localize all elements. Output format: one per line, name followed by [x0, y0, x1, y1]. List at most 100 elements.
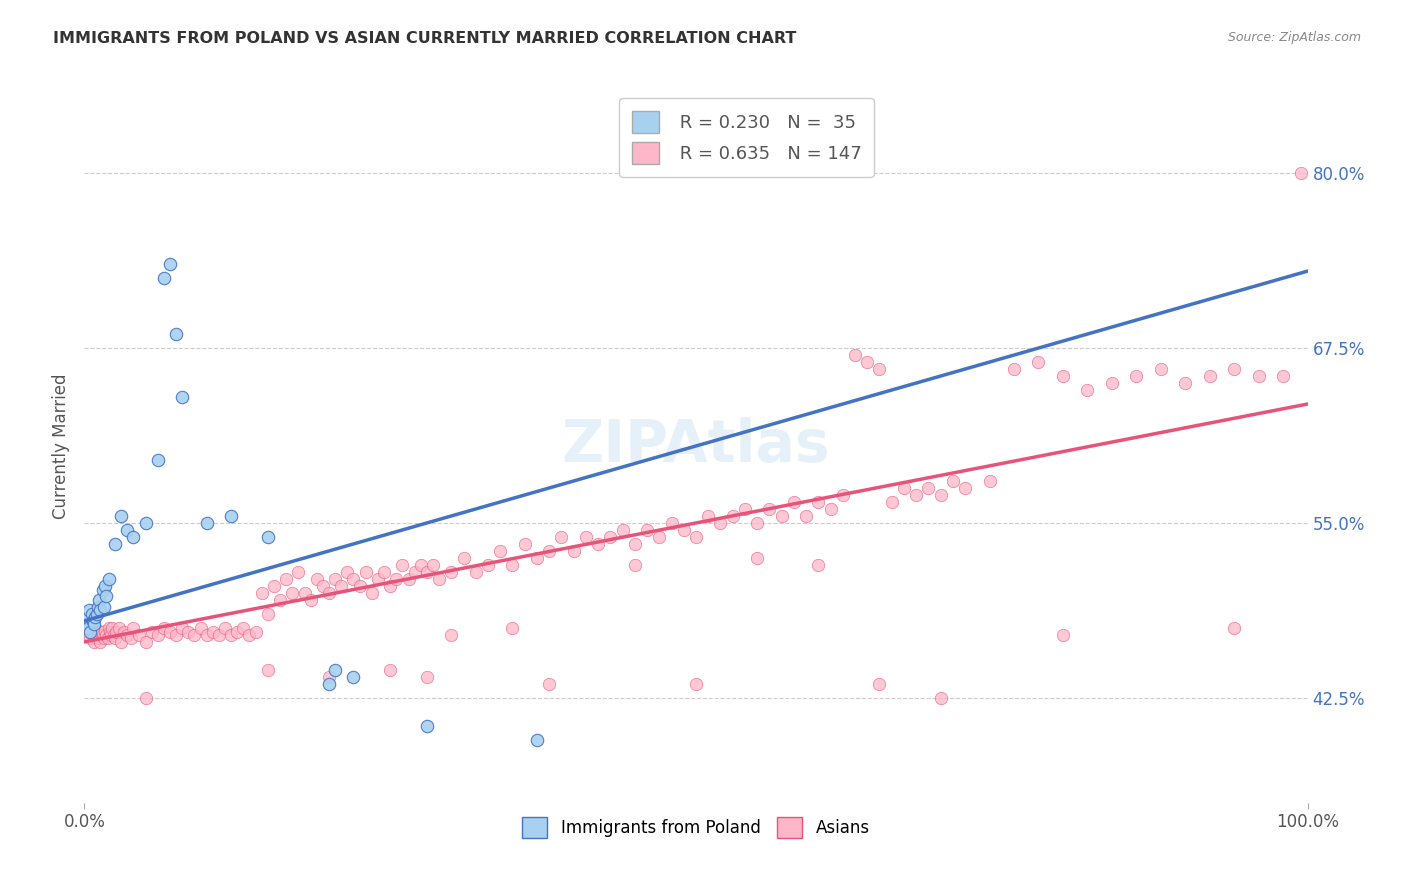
Point [624, 558, 647, 572]
Point [323, 572, 346, 586]
Point [794, 508, 817, 523]
Point [135, 690, 157, 705]
Point [360, 586, 382, 600]
Point [135, 516, 157, 530]
Point [86, 631, 108, 645]
Point [416, 670, 439, 684]
Legend: Immigrants from Poland, Asians: Immigrants from Poland, Asians [516, 811, 876, 845]
Point [86, 607, 108, 621]
Point [120, 631, 142, 645]
Point [172, 390, 194, 404]
Point [96, 589, 118, 603]
Point [1101, 376, 1123, 390]
Point [112, 625, 135, 640]
Point [79, 631, 101, 645]
Point [110, 635, 132, 649]
Point [177, 625, 200, 640]
Point [101, 621, 124, 635]
Point [1052, 369, 1074, 384]
Point [721, 508, 744, 523]
Point [93, 631, 115, 645]
Y-axis label: Currently Married: Currently Married [52, 373, 70, 519]
Point [245, 625, 267, 640]
Point [305, 572, 328, 586]
Point [87, 624, 110, 638]
Point [672, 523, 695, 537]
Point [917, 481, 939, 495]
Point [734, 502, 756, 516]
Point [91, 583, 114, 598]
Point [1272, 369, 1295, 384]
Point [294, 586, 316, 600]
Point [97, 572, 120, 586]
Point [257, 530, 280, 544]
Point [257, 663, 280, 677]
Point [195, 516, 218, 530]
Point [83, 616, 105, 631]
Point [477, 558, 499, 572]
Point [153, 621, 176, 635]
Point [76, 611, 98, 625]
Point [165, 628, 187, 642]
Point [599, 530, 621, 544]
Point [747, 516, 769, 530]
Point [159, 625, 181, 640]
Point [94, 579, 117, 593]
Point [93, 599, 115, 614]
Point [214, 621, 236, 635]
Point [807, 558, 830, 572]
Point [747, 550, 769, 565]
Point [844, 348, 866, 362]
Point [128, 628, 150, 642]
Point [77, 603, 100, 617]
Point [1174, 376, 1197, 390]
Point [648, 530, 671, 544]
Point [831, 488, 853, 502]
Point [929, 690, 952, 705]
Point [195, 628, 218, 642]
Point [115, 523, 138, 537]
Point [219, 508, 242, 523]
Point [893, 481, 915, 495]
Point [84, 621, 107, 635]
Point [76, 628, 98, 642]
Point [80, 607, 103, 621]
Point [562, 544, 585, 558]
Point [318, 670, 340, 684]
Point [82, 628, 104, 642]
Point [1198, 369, 1220, 384]
Point [1247, 369, 1270, 384]
Point [89, 635, 111, 649]
Point [330, 579, 353, 593]
Point [880, 495, 903, 509]
Point [87, 599, 110, 614]
Point [586, 537, 609, 551]
Point [1223, 621, 1246, 635]
Point [453, 550, 475, 565]
Point [489, 544, 512, 558]
Point [1002, 362, 1025, 376]
Point [380, 579, 402, 593]
Point [770, 508, 793, 523]
Point [103, 628, 125, 642]
Point [79, 625, 101, 640]
Point [869, 362, 891, 376]
Point [238, 628, 260, 642]
Point [1291, 166, 1313, 180]
Point [135, 635, 157, 649]
Point [226, 625, 249, 640]
Point [122, 530, 145, 544]
Point [105, 625, 128, 640]
Point [342, 670, 364, 684]
Point [416, 719, 439, 733]
Point [409, 558, 432, 572]
Point [1052, 628, 1074, 642]
Point [942, 474, 965, 488]
Point [257, 607, 280, 621]
Point [758, 502, 780, 516]
Point [380, 663, 402, 677]
Point [323, 663, 346, 677]
Point [190, 621, 212, 635]
Point [550, 530, 572, 544]
Point [263, 579, 285, 593]
